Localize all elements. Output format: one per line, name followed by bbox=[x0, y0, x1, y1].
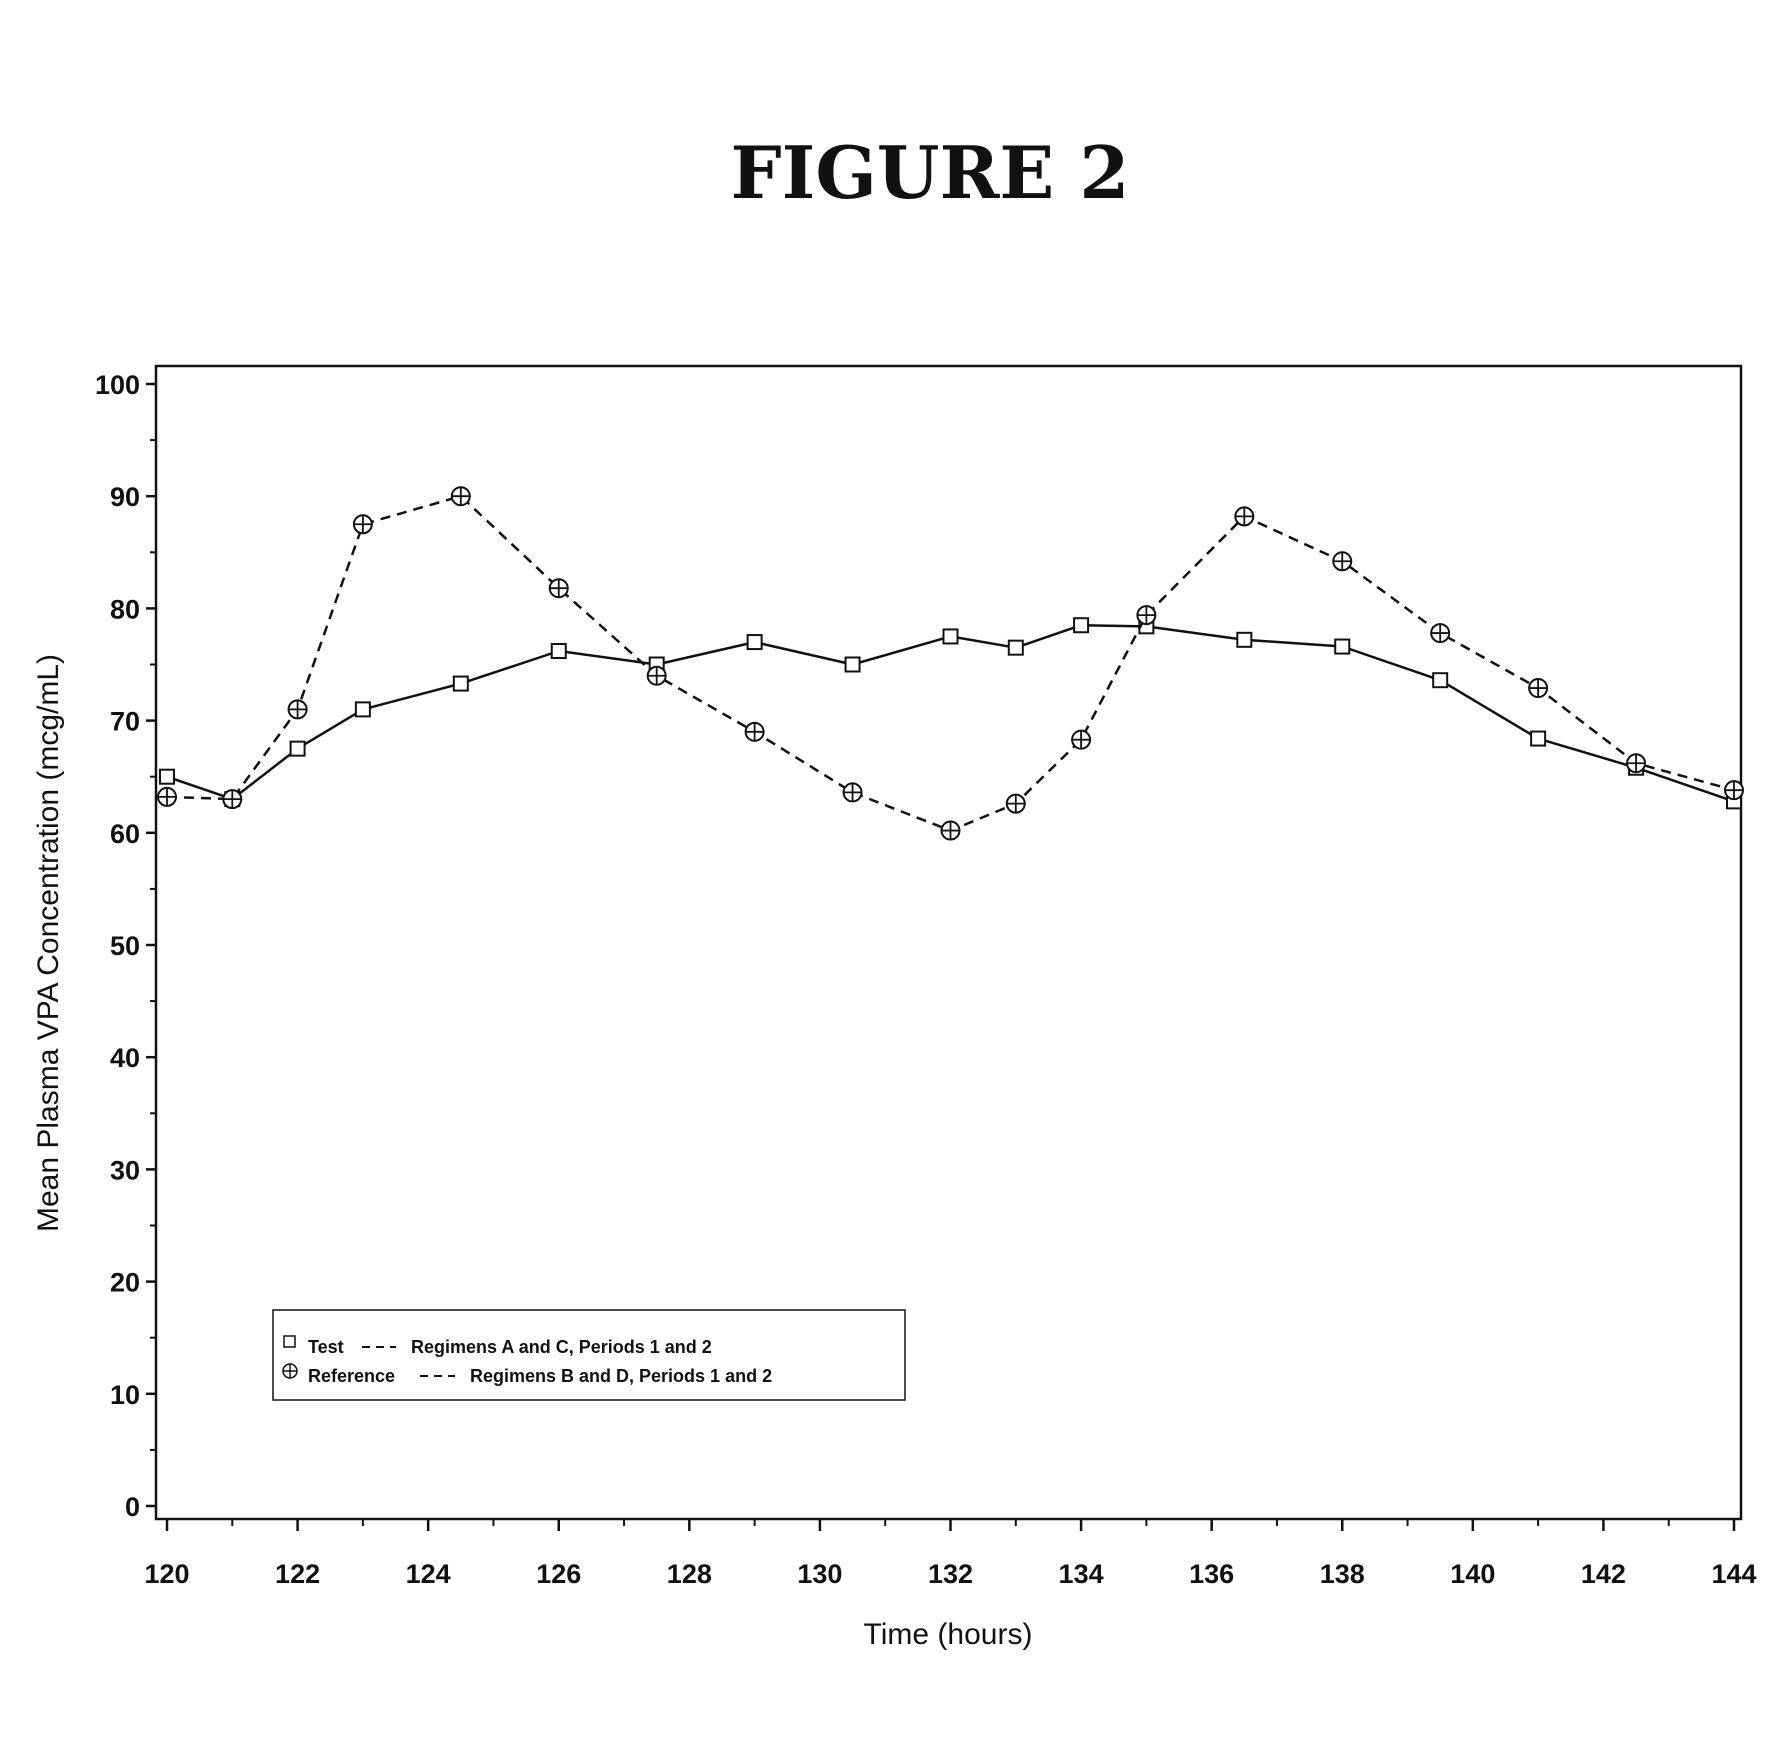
data-point-circle-plus bbox=[354, 515, 372, 533]
data-point-square bbox=[846, 658, 860, 672]
data-point-circle-plus bbox=[1627, 754, 1645, 772]
data-point-circle-plus bbox=[1137, 606, 1155, 624]
data-point-square bbox=[748, 635, 762, 649]
y-tick-label: 40 bbox=[110, 1043, 140, 1073]
data-point-circle-plus bbox=[158, 788, 176, 806]
data-point-circle-plus bbox=[1431, 624, 1449, 642]
x-tick-label: 122 bbox=[275, 1559, 320, 1589]
series-1 bbox=[158, 487, 1743, 839]
y-tick-label: 20 bbox=[110, 1268, 140, 1298]
legend-reference-description: Regimens B and D, Periods 1 and 2 bbox=[470, 1366, 772, 1386]
data-point-circle-plus bbox=[1235, 507, 1253, 525]
data-point-square bbox=[160, 770, 174, 784]
data-point-circle-plus bbox=[223, 790, 241, 808]
x-tick-label: 144 bbox=[1711, 1559, 1756, 1589]
legend-entry-reference: Reference Regimens B and D, Periods 1 an… bbox=[283, 1364, 772, 1386]
x-tick-label: 132 bbox=[928, 1559, 973, 1589]
x-axis-title: Time (hours) bbox=[864, 1618, 1033, 1651]
data-point-circle-plus bbox=[550, 579, 568, 597]
y-tick-label: 30 bbox=[110, 1155, 140, 1185]
legend-test-description: Regimens A and C, Periods 1 and 2 bbox=[411, 1337, 712, 1357]
series-layer bbox=[158, 487, 1743, 839]
y-tick-label: 90 bbox=[110, 482, 140, 512]
x-tick-label: 124 bbox=[406, 1559, 451, 1589]
y-axis-title: Mean Plasma VPA Concentration (mcg/mL) bbox=[32, 654, 65, 1232]
legend-reference-label: Reference bbox=[308, 1366, 395, 1386]
series-line bbox=[167, 625, 1734, 801]
x-tick-label: 142 bbox=[1581, 1559, 1626, 1589]
data-point-square bbox=[1009, 641, 1023, 655]
data-point-circle-plus bbox=[844, 783, 862, 801]
x-tick-label: 120 bbox=[144, 1559, 189, 1589]
legend-circle-plus-marker-icon bbox=[283, 1364, 297, 1378]
x-tick-label: 126 bbox=[536, 1559, 581, 1589]
x-tick-label: 128 bbox=[667, 1559, 712, 1589]
data-point-square bbox=[454, 677, 468, 691]
y-axis: 0 10 20 30 40 50 60 70 80 90 100 bbox=[95, 370, 156, 1522]
y-tick-label: 100 bbox=[95, 370, 140, 400]
x-tick-label: 136 bbox=[1189, 1559, 1234, 1589]
data-point-circle-plus bbox=[1072, 731, 1090, 749]
x-tick-label: 138 bbox=[1320, 1559, 1365, 1589]
data-point-square bbox=[1433, 673, 1447, 687]
legend-test-label: Test bbox=[308, 1337, 344, 1357]
legend-square-marker-icon bbox=[284, 1336, 295, 1347]
data-point-circle-plus bbox=[1529, 679, 1547, 697]
data-point-square bbox=[552, 644, 566, 658]
data-point-circle-plus bbox=[452, 487, 470, 505]
x-tick-label: 134 bbox=[1059, 1559, 1104, 1589]
x-tick-label: 140 bbox=[1450, 1559, 1495, 1589]
data-point-square bbox=[1335, 640, 1349, 654]
data-point-square bbox=[1237, 633, 1251, 647]
data-point-circle-plus bbox=[648, 667, 666, 685]
data-point-circle-plus bbox=[942, 822, 960, 840]
y-tick-label: 80 bbox=[110, 594, 140, 624]
data-point-square bbox=[944, 629, 958, 643]
series-0 bbox=[160, 618, 1741, 808]
data-point-circle-plus bbox=[1333, 552, 1351, 570]
y-tick-label: 60 bbox=[110, 819, 140, 849]
x-tick-label: 130 bbox=[797, 1559, 842, 1589]
data-point-square bbox=[291, 742, 305, 756]
legend: Test Regimens A and C, Periods 1 and 2 R… bbox=[273, 1310, 905, 1400]
data-point-circle-plus bbox=[289, 700, 307, 718]
x-axis: 120 122 124 126 128 130 132 134 136 138 140 142 144 bbox=[144, 1519, 1756, 1589]
y-tick-label: 50 bbox=[110, 931, 140, 961]
data-point-circle-plus bbox=[1007, 795, 1025, 813]
data-point-circle-plus bbox=[1725, 781, 1743, 799]
y-tick-label: 10 bbox=[110, 1380, 140, 1410]
data-point-circle-plus bbox=[746, 723, 764, 741]
y-tick-label: 0 bbox=[125, 1492, 140, 1522]
data-point-square bbox=[356, 702, 370, 716]
data-point-square bbox=[1531, 732, 1545, 746]
series-line bbox=[167, 496, 1734, 830]
y-tick-label: 70 bbox=[110, 707, 140, 737]
data-point-square bbox=[1074, 618, 1088, 632]
